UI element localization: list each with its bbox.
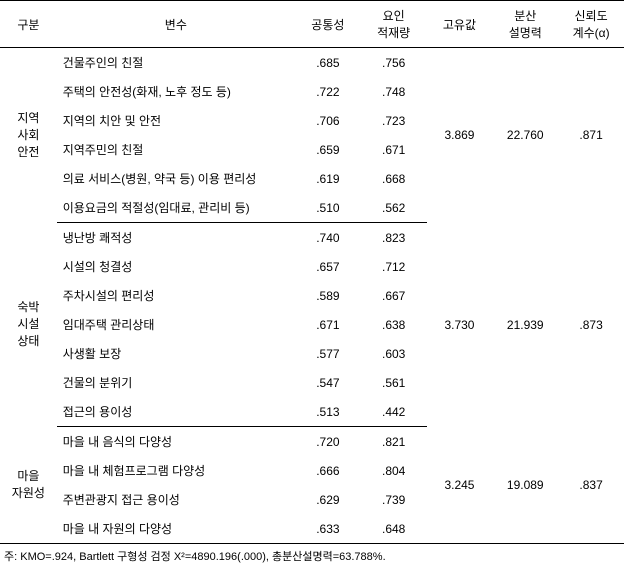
- commonality-cell: .633: [295, 514, 361, 544]
- loading-cell: .723: [361, 106, 427, 135]
- commonality-cell: .513: [295, 397, 361, 427]
- variable-cell: 마을 내 자원의 다양성: [57, 514, 295, 544]
- header-loading: 요인적재량: [361, 1, 427, 48]
- commonality-cell: .671: [295, 310, 361, 339]
- variable-cell: 임대주택 관리상태: [57, 310, 295, 339]
- commonality-cell: .510: [295, 193, 361, 223]
- eigenvalue-cell: 3.730: [427, 223, 493, 427]
- commonality-cell: .685: [295, 48, 361, 78]
- commonality-cell: .740: [295, 223, 361, 253]
- loading-cell: .671: [361, 135, 427, 164]
- variable-cell: 지역의 치안 및 안전: [57, 106, 295, 135]
- variable-cell: 마을 내 음식의 다양성: [57, 427, 295, 457]
- variable-cell: 건물주인의 친절: [57, 48, 295, 78]
- reliability-cell: .837: [558, 427, 624, 544]
- category-cell: 마을자원성: [0, 427, 57, 544]
- eigenvalue-cell: 3.245: [427, 427, 493, 544]
- header-variable: 변수: [57, 1, 295, 48]
- commonality-cell: .720: [295, 427, 361, 457]
- loading-cell: .442: [361, 397, 427, 427]
- variance-cell: 22.760: [492, 48, 558, 223]
- header-reliability: 신뢰도계수(α): [558, 1, 624, 48]
- commonality-cell: .629: [295, 485, 361, 514]
- variable-cell: 마을 내 체험프로그램 다양성: [57, 456, 295, 485]
- header-variance: 분산설명력: [492, 1, 558, 48]
- commonality-cell: .577: [295, 339, 361, 368]
- loading-cell: .562: [361, 193, 427, 223]
- loading-cell: .712: [361, 252, 427, 281]
- commonality-cell: .722: [295, 77, 361, 106]
- header-eigenvalue: 고유값: [427, 1, 493, 48]
- reliability-cell: .873: [558, 223, 624, 427]
- reliability-cell: .871: [558, 48, 624, 223]
- variable-cell: 시설의 청결성: [57, 252, 295, 281]
- loading-cell: .756: [361, 48, 427, 78]
- variable-cell: 주변관광지 접근 용이성: [57, 485, 295, 514]
- loading-cell: .603: [361, 339, 427, 368]
- loading-cell: .668: [361, 164, 427, 193]
- commonality-cell: .666: [295, 456, 361, 485]
- header-commonality: 공통성: [295, 1, 361, 48]
- eigenvalue-cell: 3.869: [427, 48, 493, 223]
- variable-cell: 냉난방 쾌적성: [57, 223, 295, 253]
- table-footnote: 주: KMO=.924, Bartlett 구형성 검정 X²=4890.196…: [0, 544, 624, 570]
- category-cell: 지역사회안전: [0, 48, 57, 223]
- factor-analysis-table: 구분 변수 공통성 요인적재량 고유값 분산설명력 신뢰도계수(α) 지역사회안…: [0, 0, 624, 570]
- variable-cell: 사생활 보장: [57, 339, 295, 368]
- variable-cell: 건물의 분위기: [57, 368, 295, 397]
- loading-cell: .561: [361, 368, 427, 397]
- loading-cell: .638: [361, 310, 427, 339]
- variable-cell: 주택의 안전성(화재, 노후 정도 등): [57, 77, 295, 106]
- loading-cell: .739: [361, 485, 427, 514]
- variable-cell: 접근의 용이성: [57, 397, 295, 427]
- commonality-cell: .657: [295, 252, 361, 281]
- variable-cell: 주차시설의 편리성: [57, 281, 295, 310]
- header-category: 구분: [0, 1, 57, 48]
- category-cell: 숙박시설상태: [0, 223, 57, 427]
- loading-cell: .667: [361, 281, 427, 310]
- variance-cell: 21.939: [492, 223, 558, 427]
- commonality-cell: .659: [295, 135, 361, 164]
- loading-cell: .823: [361, 223, 427, 253]
- variable-cell: 의료 서비스(병원, 약국 등) 이용 편리성: [57, 164, 295, 193]
- commonality-cell: .706: [295, 106, 361, 135]
- commonality-cell: .589: [295, 281, 361, 310]
- loading-cell: .648: [361, 514, 427, 544]
- loading-cell: .804: [361, 456, 427, 485]
- variable-cell: 지역주민의 친절: [57, 135, 295, 164]
- commonality-cell: .619: [295, 164, 361, 193]
- loading-cell: .748: [361, 77, 427, 106]
- loading-cell: .821: [361, 427, 427, 457]
- commonality-cell: .547: [295, 368, 361, 397]
- variable-cell: 이용요금의 적절성(임대료, 관리비 등): [57, 193, 295, 223]
- variance-cell: 19.089: [492, 427, 558, 544]
